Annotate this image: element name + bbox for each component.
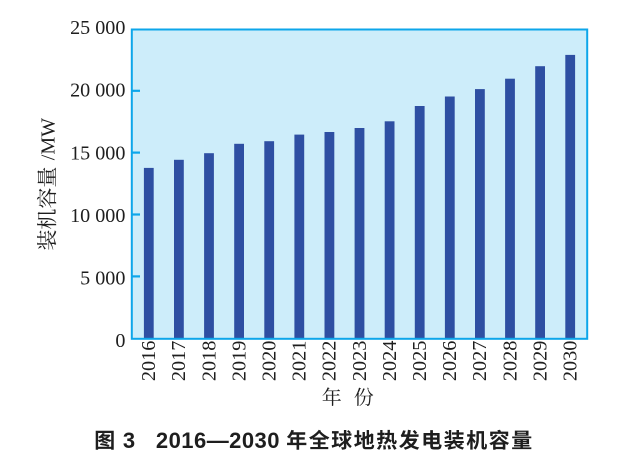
svg-text:2021: 2021 [289,341,311,382]
svg-text:2022: 2022 [319,341,341,382]
svg-text:2016: 2016 [138,341,160,382]
svg-text:2026: 2026 [439,341,461,382]
svg-text:2030: 2030 [559,341,581,382]
svg-text:/MW: /MW [38,118,60,160]
svg-text:20 000: 20 000 [70,80,125,102]
svg-text:2018: 2018 [198,341,220,382]
svg-text:2020: 2020 [258,341,280,382]
svg-text:2027: 2027 [469,341,491,382]
svg-text:2019: 2019 [228,341,250,382]
svg-text:2028: 2028 [499,341,521,382]
svg-text:3: 3 [123,428,135,453]
svg-text:15 000: 15 000 [70,142,125,164]
svg-text:2016—2030: 2016—2030 [156,428,280,453]
svg-text:2023: 2023 [349,341,371,382]
svg-text:2024: 2024 [379,341,401,382]
svg-text:0: 0 [115,330,125,352]
svg-text:10 000: 10 000 [70,205,125,227]
svg-text:2029: 2029 [529,341,551,382]
svg-text:25 000: 25 000 [70,17,125,39]
svg-text:2017: 2017 [168,341,190,382]
svg-text:5 000: 5 000 [80,268,125,290]
svg-text:2025: 2025 [409,341,431,382]
